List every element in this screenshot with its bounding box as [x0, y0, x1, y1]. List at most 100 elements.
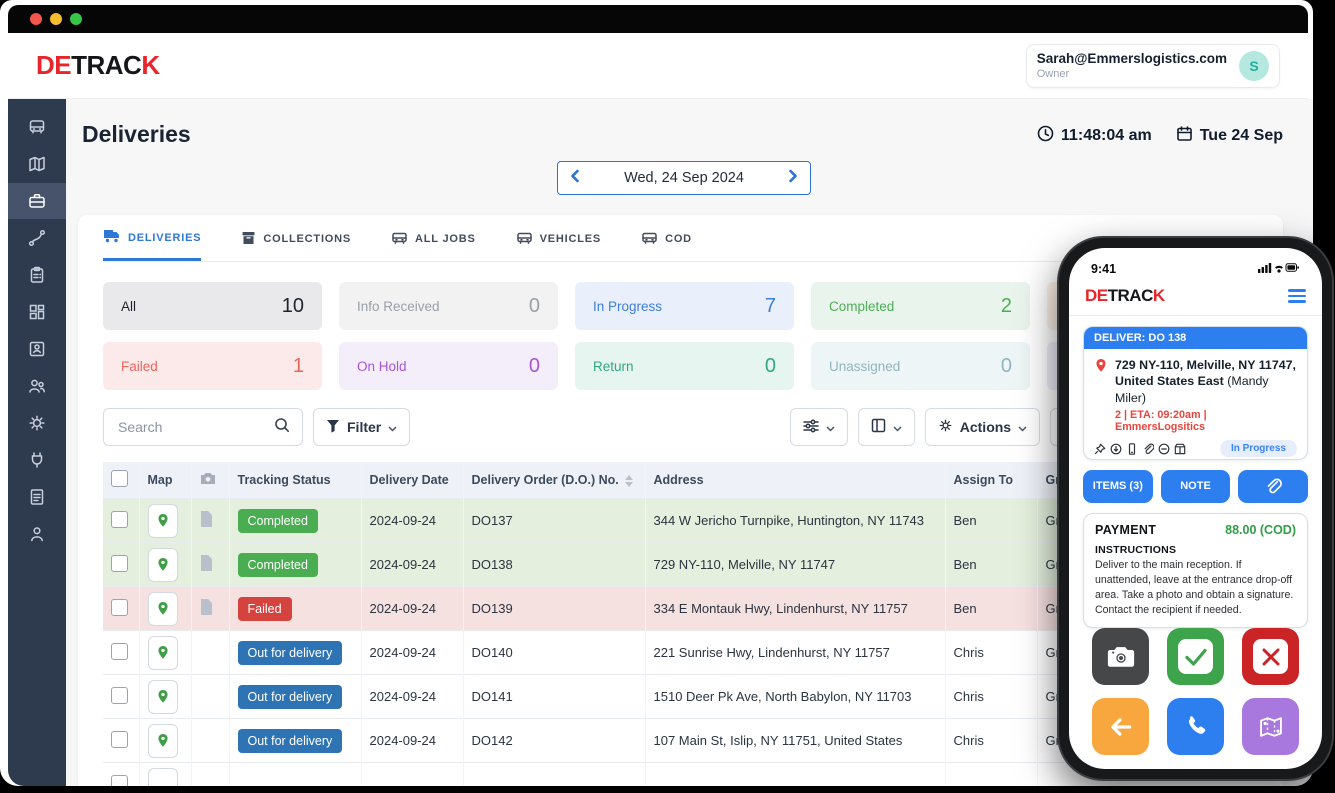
tab-label: VEHICLES: [539, 233, 602, 245]
menu-icon[interactable]: [1288, 289, 1306, 303]
sidebar-item-manifest[interactable]: [8, 257, 66, 293]
sidebar-item-integrations[interactable]: [8, 442, 66, 478]
address-cell: 107 Main St, Islip, NY 11751, United Sta…: [645, 718, 946, 763]
sort-icon[interactable]: [624, 474, 633, 487]
status-icons: [1258, 260, 1300, 278]
attachments-button[interactable]: [1238, 469, 1309, 503]
phone-action-buttons: ITEMS (3) NOTE: [1083, 469, 1309, 503]
col-map[interactable]: Map: [139, 462, 192, 499]
complete-button[interactable]: [1167, 628, 1224, 685]
row-checkbox[interactable]: [111, 686, 128, 704]
sidebar-item-routes[interactable]: [8, 220, 66, 256]
sidebar-item-jobs[interactable]: [8, 183, 66, 219]
sidebar-item-vehicle[interactable]: [8, 109, 66, 145]
pod-document-icon[interactable]: [200, 555, 213, 574]
tab-vehicles[interactable]: VEHICLES: [516, 215, 601, 261]
close-window-button[interactable]: [30, 13, 42, 25]
sidebar-item-contacts[interactable]: [8, 331, 66, 367]
map-button[interactable]: [1242, 698, 1299, 755]
col-photo[interactable]: [191, 462, 230, 499]
note-button[interactable]: NOTE: [1160, 469, 1231, 503]
back-button[interactable]: [1092, 698, 1149, 755]
job-meta: 2 | ETA: 09:20am | EmmersLogsitics: [1115, 409, 1207, 434]
items-button[interactable]: ITEMS (3): [1083, 469, 1153, 503]
row-checkbox[interactable]: [111, 730, 128, 748]
columns-button[interactable]: [857, 408, 915, 446]
box-icon: [241, 231, 256, 248]
user-account-card[interactable]: Sarah@Emmerslogistics.com Owner S: [1025, 43, 1280, 88]
avatar[interactable]: S: [1239, 50, 1269, 81]
map-pin-button[interactable]: [147, 767, 178, 786]
dashboard-icon: [27, 302, 47, 322]
person-icon: [27, 524, 47, 544]
job-card[interactable]: DELIVER: DO 138 729 NY-110, Melville, NY…: [1083, 325, 1308, 460]
sidebar-item-map[interactable]: [8, 146, 66, 182]
phone-status-bar: 9:41: [1083, 260, 1308, 278]
search-input[interactable]: [116, 418, 266, 436]
minimize-window-button[interactable]: [50, 13, 62, 25]
filter-button[interactable]: Filter: [313, 408, 411, 446]
clock-value: 11:48:04 am: [1060, 127, 1152, 144]
user-role: Owner: [1036, 68, 1070, 80]
tab-collections[interactable]: COLLECTIONS: [241, 215, 351, 261]
map-pin-button[interactable]: [147, 679, 178, 714]
col-assign-to[interactable]: Assign To: [945, 462, 1038, 499]
call-button[interactable]: [1167, 698, 1224, 755]
status-card-failed[interactable]: Failed 1: [103, 342, 322, 390]
status-card-return[interactable]: Return 0: [575, 342, 794, 390]
map-pin-button[interactable]: [147, 503, 178, 538]
map-pin-button[interactable]: [147, 547, 178, 582]
assign-to-cell: Chris: [945, 674, 1038, 719]
row-checkbox[interactable]: [111, 642, 128, 660]
col-address[interactable]: Address: [645, 462, 946, 499]
map-pin-button[interactable]: [147, 723, 178, 758]
status-card-completed[interactable]: Completed 2: [811, 282, 1030, 330]
row-checkbox[interactable]: [111, 598, 128, 616]
chevron-down-icon: [893, 419, 902, 435]
prev-day-button[interactable]: [570, 169, 580, 188]
route-icon: [27, 228, 47, 248]
sidebar-item-drivers[interactable]: [8, 368, 66, 404]
date-nav-label: Wed, 24 Sep 2024: [624, 170, 744, 186]
col-delivery-date[interactable]: Delivery Date: [361, 462, 464, 499]
row-checkbox[interactable]: [111, 510, 128, 528]
col-do-no[interactable]: Delivery Order (D.O.) No.: [463, 462, 646, 499]
status-card-info-received[interactable]: Info Received 0: [339, 282, 558, 330]
col-tracking-status[interactable]: Tracking Status: [229, 462, 362, 499]
sidebar-item-profile[interactable]: [8, 516, 66, 552]
pod-document-icon[interactable]: [200, 599, 213, 618]
tab-cod[interactable]: COD: [641, 215, 692, 261]
vehicle-icon: [27, 117, 47, 137]
phone-icon-grid: [1083, 628, 1308, 759]
vehicle-front-icon: [516, 230, 533, 248]
select-all-checkbox[interactable]: [111, 470, 128, 487]
status-card-in-progress[interactable]: In Progress 7: [575, 282, 794, 330]
map-pin-button[interactable]: [147, 635, 178, 670]
pod-document-icon[interactable]: [200, 511, 213, 530]
camera-button[interactable]: [1092, 628, 1149, 685]
sidebar-item-logs[interactable]: [8, 479, 66, 515]
row-checkbox[interactable]: [111, 554, 128, 572]
sidebar-item-dashboard[interactable]: [8, 294, 66, 330]
tab-label: DELIVERIES: [128, 231, 202, 244]
date-value: Tue 24 Sep: [1199, 127, 1283, 144]
actions-button[interactable]: Actions: [924, 408, 1041, 446]
map-pin-icon: [157, 513, 168, 527]
map-pin-button[interactable]: [147, 591, 178, 626]
status-card-on-hold[interactable]: On Hold 0: [339, 342, 558, 390]
search-box[interactable]: [103, 408, 303, 446]
tab-deliveries[interactable]: DELIVERIES: [103, 215, 202, 261]
status-card-all[interactable]: All 10: [103, 282, 322, 330]
row-checkbox[interactable]: [111, 774, 128, 786]
display-options-button[interactable]: [789, 408, 848, 446]
divider: [1069, 315, 1322, 316]
phone-brand-row: DETRACK: [1083, 286, 1308, 306]
fail-button[interactable]: [1242, 628, 1299, 685]
map-pin-icon: [157, 645, 168, 659]
next-day-button[interactable]: [788, 169, 798, 188]
zoom-window-button[interactable]: [70, 13, 82, 25]
status-card-unassigned[interactable]: Unassigned 0: [811, 342, 1030, 390]
sidebar-item-settings[interactable]: [8, 405, 66, 441]
tab-all-jobs[interactable]: ALL JOBS: [391, 215, 476, 261]
clock-date-row: 11:48:04 am Tue 24 Sep: [1037, 125, 1283, 147]
